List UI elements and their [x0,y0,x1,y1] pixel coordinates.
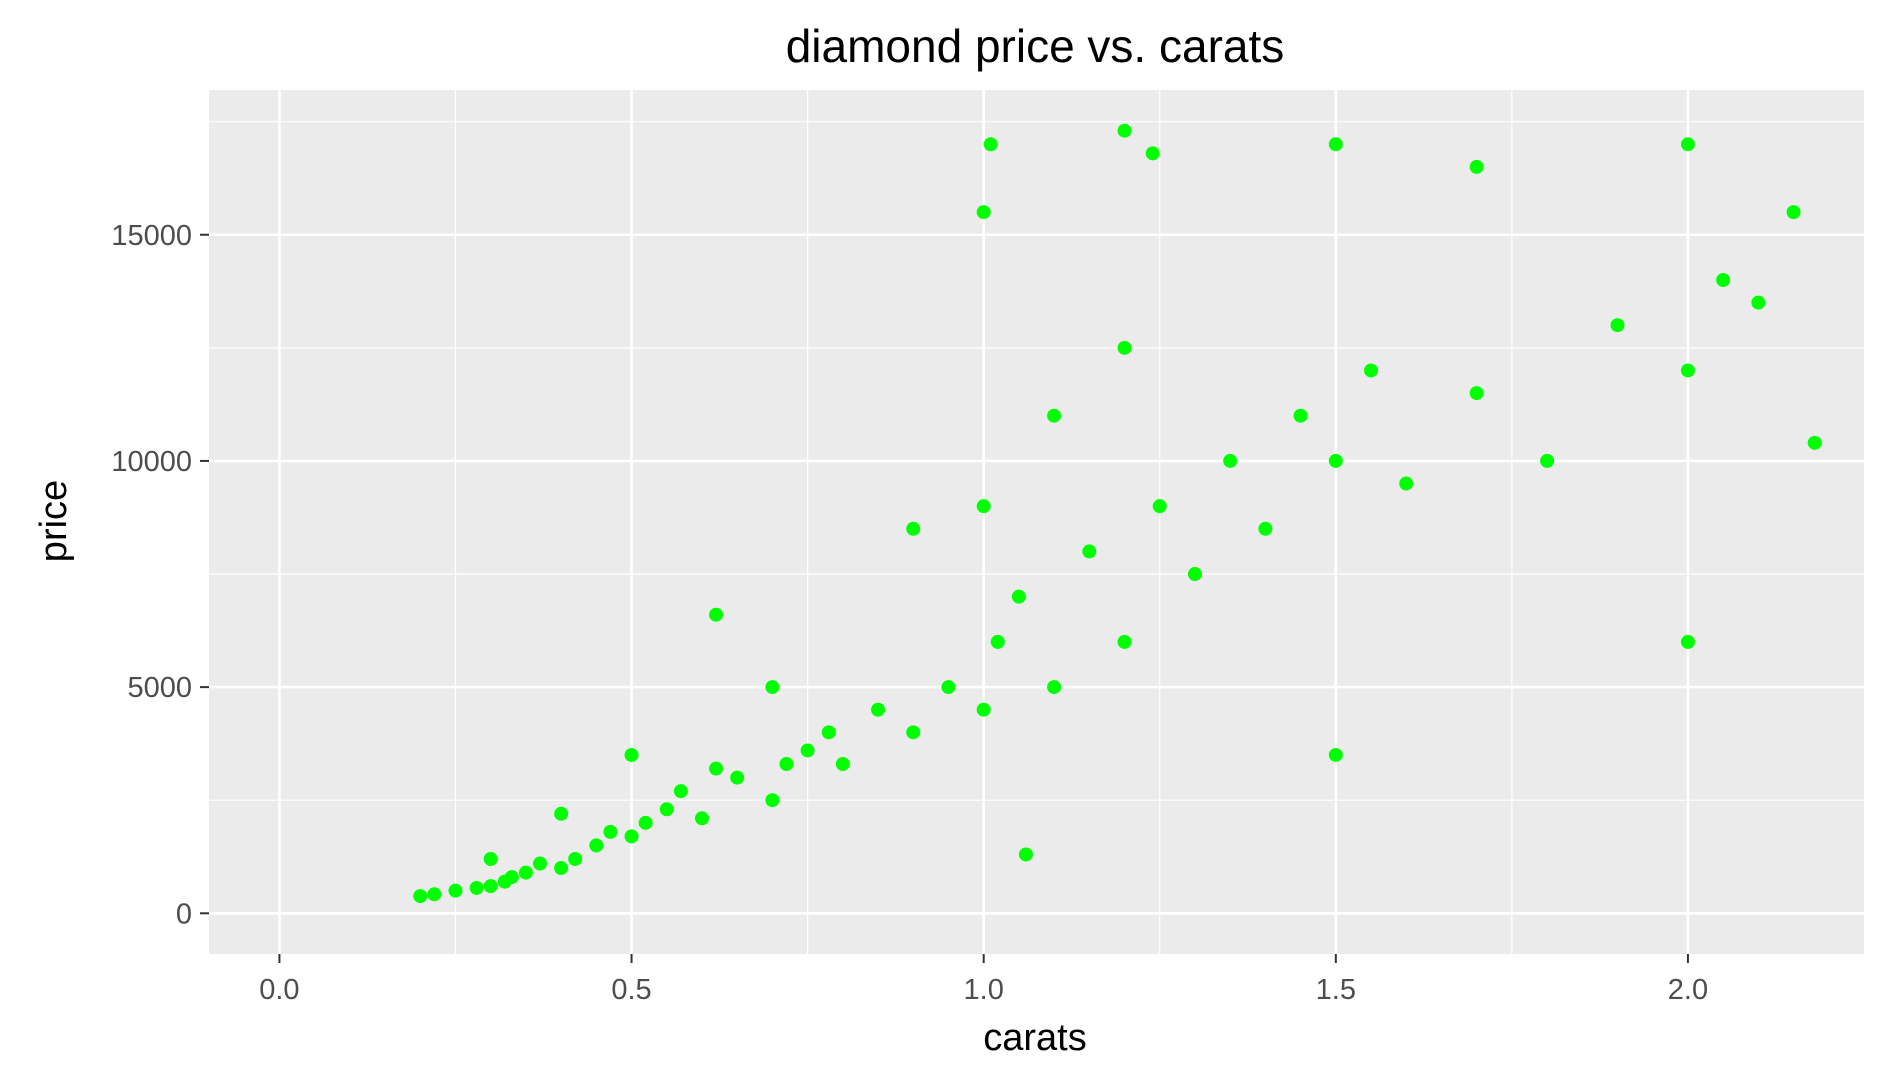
data-point [1540,453,1555,468]
y-tick-label: 15000 [111,220,192,252]
x-tick-label: 0.5 [611,974,651,1006]
data-point [533,856,547,871]
data-point [673,784,688,799]
data-point [518,865,533,880]
data-point [427,887,442,902]
data-point [1751,295,1766,310]
data-point [589,838,604,853]
data-point [1364,363,1379,378]
x-axis-ticks: 0.0 0.5 1.0 1.5 2.0 [259,954,1708,1006]
data-point [976,702,991,717]
data-point [730,770,745,785]
data-point [1328,137,1343,152]
data-point [694,811,709,826]
data-point [603,824,618,839]
x-tick-label: 1.0 [964,974,1004,1006]
data-point [941,680,956,695]
plot-panel [209,90,1864,954]
data-point [800,743,815,758]
data-point [1082,544,1097,559]
data-point [469,880,484,895]
data-point [976,499,991,514]
data-point [1680,137,1695,152]
data-point [1399,476,1414,491]
data-point [1469,386,1484,401]
x-tick-label: 2.0 [1668,974,1708,1006]
data-point [1018,847,1033,862]
data-point [1011,589,1026,604]
data-point [1117,340,1132,355]
data-point [821,725,836,740]
data-point [568,852,583,867]
y-axis-ticks: 0 5000 10000 15000 [111,220,209,930]
data-point [1187,567,1202,582]
data-point [835,757,850,772]
data-point [1152,499,1167,514]
data-point [1610,318,1625,333]
grid-lines [209,90,1864,954]
data-point [624,747,639,762]
data-point [906,725,921,740]
data-point [871,702,886,717]
data-point [504,870,519,885]
data-point [1680,363,1695,378]
data-point [709,761,724,776]
y-axis-title: price [33,480,75,562]
data-point [990,634,1005,649]
data-point [483,879,498,894]
data-point [1223,453,1238,468]
y-tick-label: 0 [176,898,192,930]
y-tick-label: 5000 [127,672,192,704]
y-tick-label: 10000 [111,446,192,478]
data-point [1047,680,1062,695]
data-point [1469,159,1484,174]
data-point [779,757,794,772]
data-point [1293,408,1308,423]
x-axis-title: carats [983,1017,1086,1059]
data-point [554,861,569,876]
data-point [983,137,998,152]
x-tick-label: 1.5 [1316,974,1356,1006]
x-tick-label: 0.0 [259,974,299,1006]
data-point [638,815,653,830]
data-point [1117,634,1132,649]
data-point [765,793,780,808]
data-point [1786,205,1801,220]
data-point [1328,747,1343,762]
data-point [1047,408,1062,423]
data-point [1680,634,1695,649]
data-point [765,680,780,695]
data-point [1117,123,1132,138]
data-points [413,123,1822,904]
data-point [554,806,569,821]
data-point [1328,453,1343,468]
data-point [1807,435,1822,450]
data-point [906,521,921,536]
data-point [483,852,498,867]
data-point [659,802,674,817]
data-point [448,883,463,898]
data-point [976,205,991,220]
data-point [709,607,724,622]
data-point [624,829,639,844]
data-point [1145,146,1160,161]
data-point [1258,521,1273,536]
data-point [413,889,428,904]
data-point [1716,272,1731,287]
chart-title: diamond price vs. carats [786,20,1285,72]
